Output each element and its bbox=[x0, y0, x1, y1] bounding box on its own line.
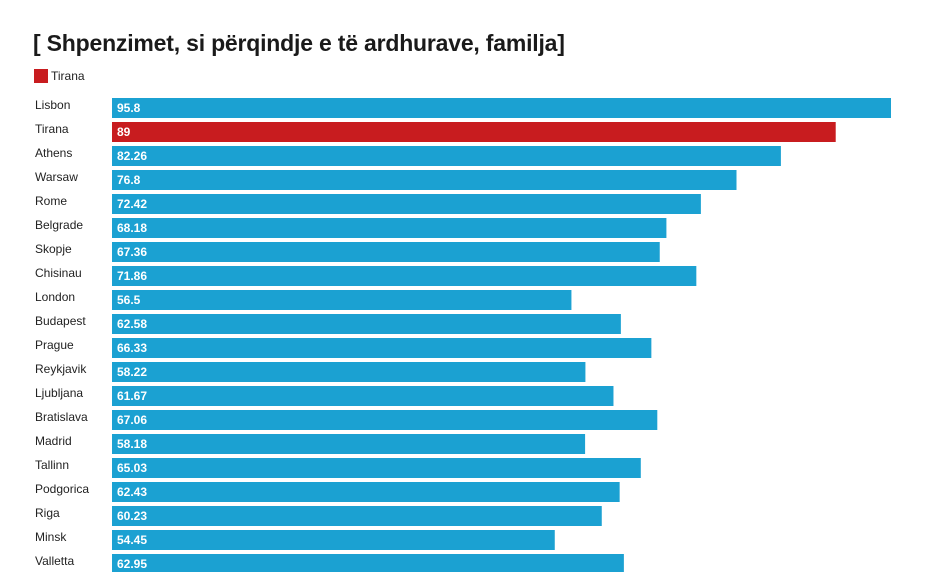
category-label: Valletta bbox=[35, 554, 74, 568]
value-label: 71.86 bbox=[117, 269, 147, 283]
value-label: 95.8 bbox=[117, 101, 141, 115]
category-label: Budapest bbox=[35, 314, 86, 328]
value-label: 58.22 bbox=[117, 365, 147, 379]
value-label: 66.33 bbox=[117, 341, 147, 355]
value-label: 58.18 bbox=[117, 437, 147, 451]
category-label: Tirana bbox=[35, 122, 69, 136]
value-label: 65.03 bbox=[117, 461, 147, 475]
legend: Tirana bbox=[34, 69, 85, 83]
value-label: 62.43 bbox=[117, 485, 147, 499]
chart-title: [ Shpenzimet, si përqindje e të ardhurav… bbox=[33, 30, 565, 56]
category-label: Skopje bbox=[35, 242, 72, 256]
value-label: 82.26 bbox=[117, 149, 147, 163]
category-label: Bratislava bbox=[35, 410, 88, 424]
value-label: 67.06 bbox=[117, 413, 147, 427]
category-label: Rome bbox=[35, 194, 67, 208]
bar[interactable] bbox=[112, 194, 701, 214]
category-label: Minsk bbox=[35, 530, 67, 544]
bar[interactable] bbox=[112, 266, 697, 286]
category-label: Madrid bbox=[35, 434, 72, 448]
value-label: 62.58 bbox=[117, 317, 147, 331]
bar[interactable] bbox=[112, 290, 572, 310]
value-label: 89 bbox=[117, 125, 131, 139]
value-label: 68.18 bbox=[117, 221, 147, 235]
bar[interactable] bbox=[112, 530, 555, 550]
bar[interactable] bbox=[112, 434, 586, 454]
value-label: 56.5 bbox=[117, 293, 141, 307]
bar[interactable] bbox=[112, 146, 781, 166]
bar[interactable] bbox=[112, 386, 614, 406]
bar[interactable] bbox=[112, 218, 667, 238]
value-label: 62.95 bbox=[117, 557, 147, 571]
bar[interactable] bbox=[112, 506, 602, 526]
category-label: Warsaw bbox=[35, 170, 78, 184]
category-label: Athens bbox=[35, 146, 72, 160]
bar[interactable] bbox=[112, 410, 658, 430]
value-label: 60.23 bbox=[117, 509, 147, 523]
legend-swatch bbox=[34, 69, 48, 83]
category-label: Podgorica bbox=[35, 482, 89, 496]
category-label: Chisinau bbox=[35, 266, 82, 280]
bar[interactable] bbox=[112, 554, 624, 572]
category-label: Ljubljana bbox=[35, 386, 83, 400]
bar[interactable] bbox=[112, 98, 891, 118]
value-label: 72.42 bbox=[117, 197, 147, 211]
value-label: 76.8 bbox=[117, 173, 141, 187]
category-label: Prague bbox=[35, 338, 74, 352]
legend-label: Tirana bbox=[51, 69, 85, 83]
category-label: Tallinn bbox=[35, 458, 69, 472]
category-label: London bbox=[35, 290, 75, 304]
value-label: 67.36 bbox=[117, 245, 147, 259]
value-label: 54.45 bbox=[117, 533, 147, 547]
bar[interactable] bbox=[112, 338, 652, 358]
category-label: Reykjavik bbox=[35, 362, 87, 376]
bar[interactable] bbox=[112, 242, 660, 262]
category-label: Belgrade bbox=[35, 218, 83, 232]
bar[interactable] bbox=[112, 458, 641, 478]
category-label: Lisbon bbox=[35, 98, 70, 112]
bar[interactable] bbox=[112, 482, 620, 502]
value-label: 61.67 bbox=[117, 389, 147, 403]
bar[interactable] bbox=[112, 122, 836, 142]
bar[interactable] bbox=[112, 170, 737, 190]
category-label: Riga bbox=[35, 506, 60, 520]
bar[interactable] bbox=[112, 362, 586, 382]
bar[interactable] bbox=[112, 314, 621, 334]
